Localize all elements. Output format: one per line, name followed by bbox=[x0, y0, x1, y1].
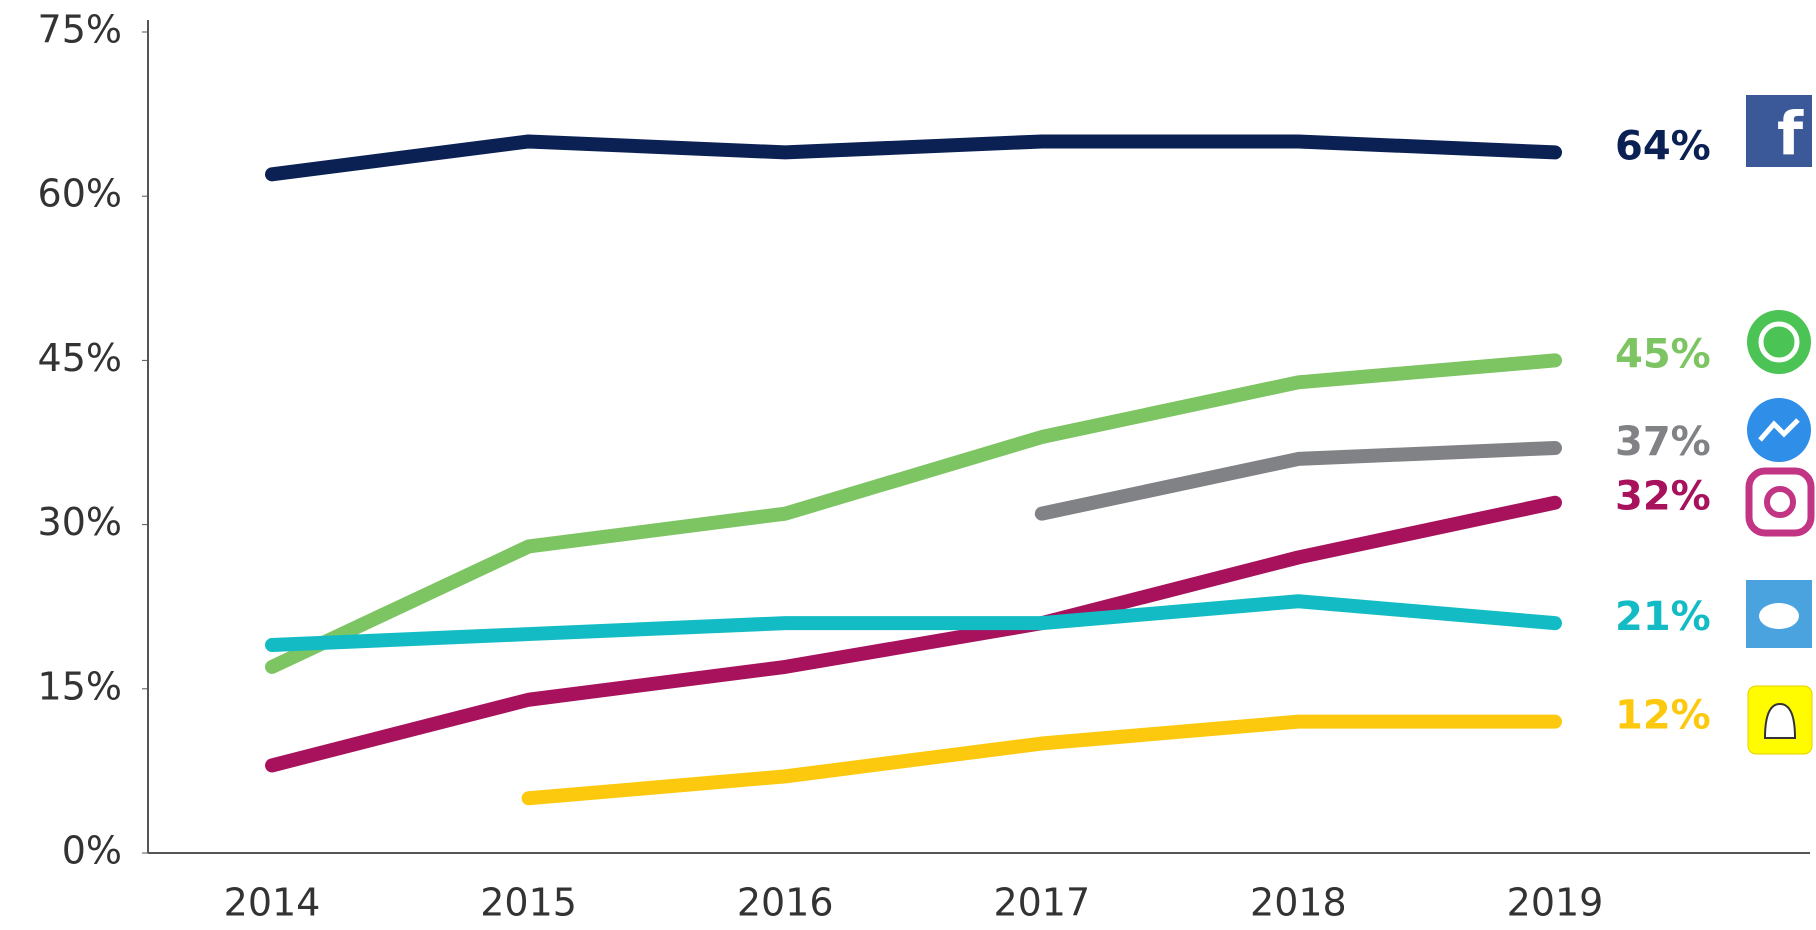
series-line bbox=[265, 594, 1562, 653]
svg-text:f: f bbox=[1777, 100, 1804, 170]
x-tick-label: 2014 bbox=[224, 881, 321, 925]
x-tick-label: 2018 bbox=[1250, 881, 1347, 925]
y-tick-label: 15% bbox=[38, 664, 122, 708]
instagram-icon bbox=[1745, 467, 1815, 537]
x-tick-label: 2019 bbox=[1507, 881, 1604, 925]
value-label: 12% bbox=[1615, 693, 1711, 739]
x-tick-label: 2016 bbox=[737, 881, 834, 925]
series-line bbox=[265, 134, 1562, 182]
value-label: 37% bbox=[1615, 419, 1711, 465]
series-line bbox=[265, 495, 1562, 773]
series-line bbox=[265, 353, 1562, 674]
y-tick-label: 30% bbox=[38, 500, 122, 544]
x-tick-label: 2015 bbox=[480, 881, 577, 925]
y-tick-label: 75% bbox=[38, 8, 122, 52]
value-label: 64% bbox=[1615, 123, 1711, 169]
whatsapp-icon bbox=[1747, 310, 1811, 374]
series-line bbox=[521, 714, 1562, 806]
value-label: 32% bbox=[1615, 474, 1711, 520]
y-tick-label: 0% bbox=[62, 829, 122, 873]
value-label: 45% bbox=[1615, 331, 1711, 377]
value-label: 21% bbox=[1615, 594, 1711, 640]
y-tick-label: 60% bbox=[38, 172, 122, 216]
y-tick-label: 45% bbox=[38, 336, 122, 380]
twitter-icon bbox=[1746, 580, 1812, 648]
series-line bbox=[1034, 440, 1562, 521]
facebook-icon: f bbox=[1746, 95, 1812, 170]
x-tick-label: 2017 bbox=[993, 881, 1090, 925]
snapchat-icon bbox=[1747, 685, 1813, 755]
messenger-icon bbox=[1747, 398, 1811, 462]
